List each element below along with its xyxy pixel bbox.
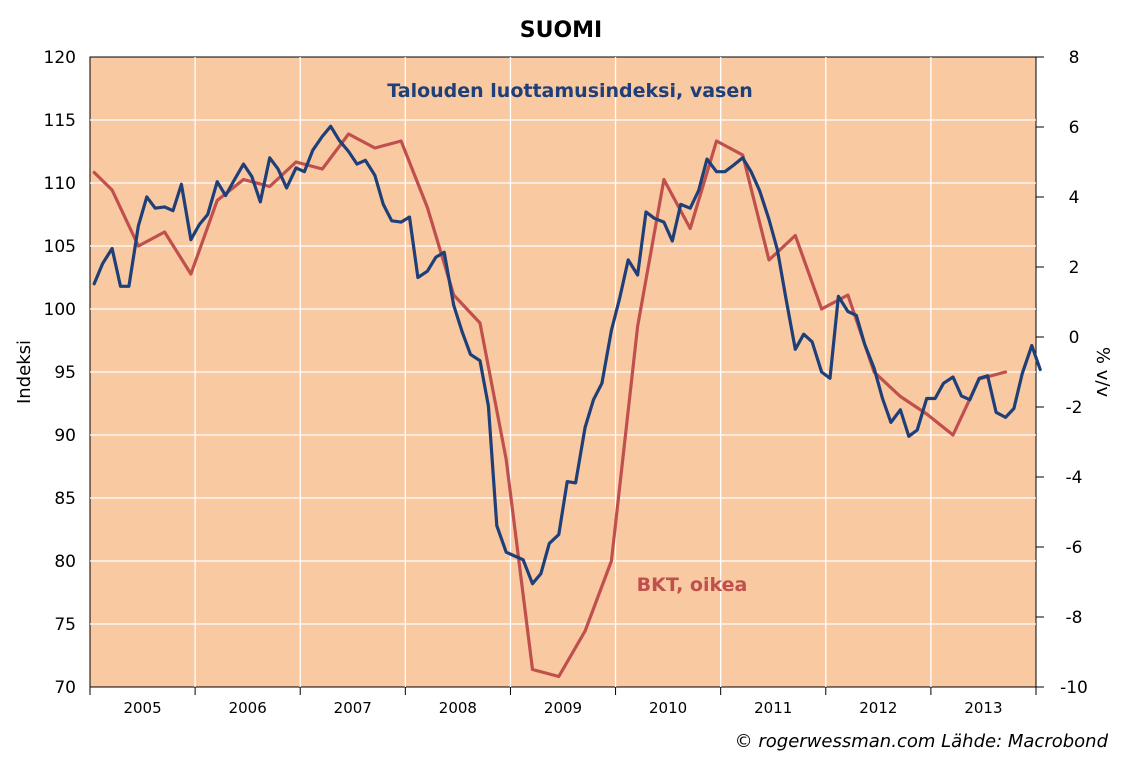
left-tick-label: 70 [54,678,76,698]
left-tick-label: 80 [54,552,76,572]
x-tick-label: 2012 [859,699,897,717]
right-tick-label: -10 [1060,678,1088,698]
gdp-series-line [92,132,1008,679]
x-tick-label: 2008 [439,699,477,717]
x-tick-label: 2011 [754,699,792,717]
left-tick-label: 115 [44,111,76,131]
left-tick-label: 95 [54,363,76,383]
annotation-gdp: BKT, oikea [637,574,748,596]
right-tick-label: 0 [1069,328,1080,348]
left-tick-label: 100 [44,300,76,320]
right-tick-label: -6 [1066,538,1083,558]
left-tick-label: 75 [54,615,76,635]
left-axis-label: Indeksi [14,340,35,404]
x-tick-label: 2007 [334,699,372,717]
right-tick-label: -8 [1066,608,1083,628]
left-tick-label: 110 [44,174,76,194]
right-tick-label: 4 [1069,188,1080,208]
chart-title: SUOMI [520,18,603,43]
right-tick-label: 2 [1069,258,1080,278]
right-tick-label: -4 [1066,468,1083,488]
right-tick-label: 6 [1069,118,1080,138]
left-tick-label: 90 [54,426,76,446]
x-tick-label: 2006 [229,699,267,717]
series-layer [92,124,1042,679]
right-axis: -10 -8 -6 -4 -2 0 2 4 6 8 [1036,48,1088,698]
x-tick-label: 2010 [649,699,687,717]
confidence-series-line [92,124,1042,586]
right-tick-label: 8 [1069,48,1080,68]
x-axis: 2005 2006 2007 2008 2009 2010 2011 2012 2013 [89,687,1037,717]
left-axis: 70 75 80 85 90 95 100 105 110 115 120 [44,48,76,698]
left-tick-label: 85 [54,489,76,509]
right-tick-label: -2 [1066,398,1083,418]
right-axis-label: % v/v [1092,347,1113,398]
grid [90,57,1036,687]
left-tick-label: 105 [44,237,76,257]
source-credit: © rogerwessman.com Lähde: Macrobond [735,731,1109,752]
x-tick-label: 2005 [123,699,161,717]
annotation-confidence: Talouden luottamusindeksi, vasen [387,80,753,102]
left-tick-label: 120 [44,48,76,68]
x-tick-label: 2013 [964,699,1002,717]
x-tick-label: 2009 [544,699,582,717]
